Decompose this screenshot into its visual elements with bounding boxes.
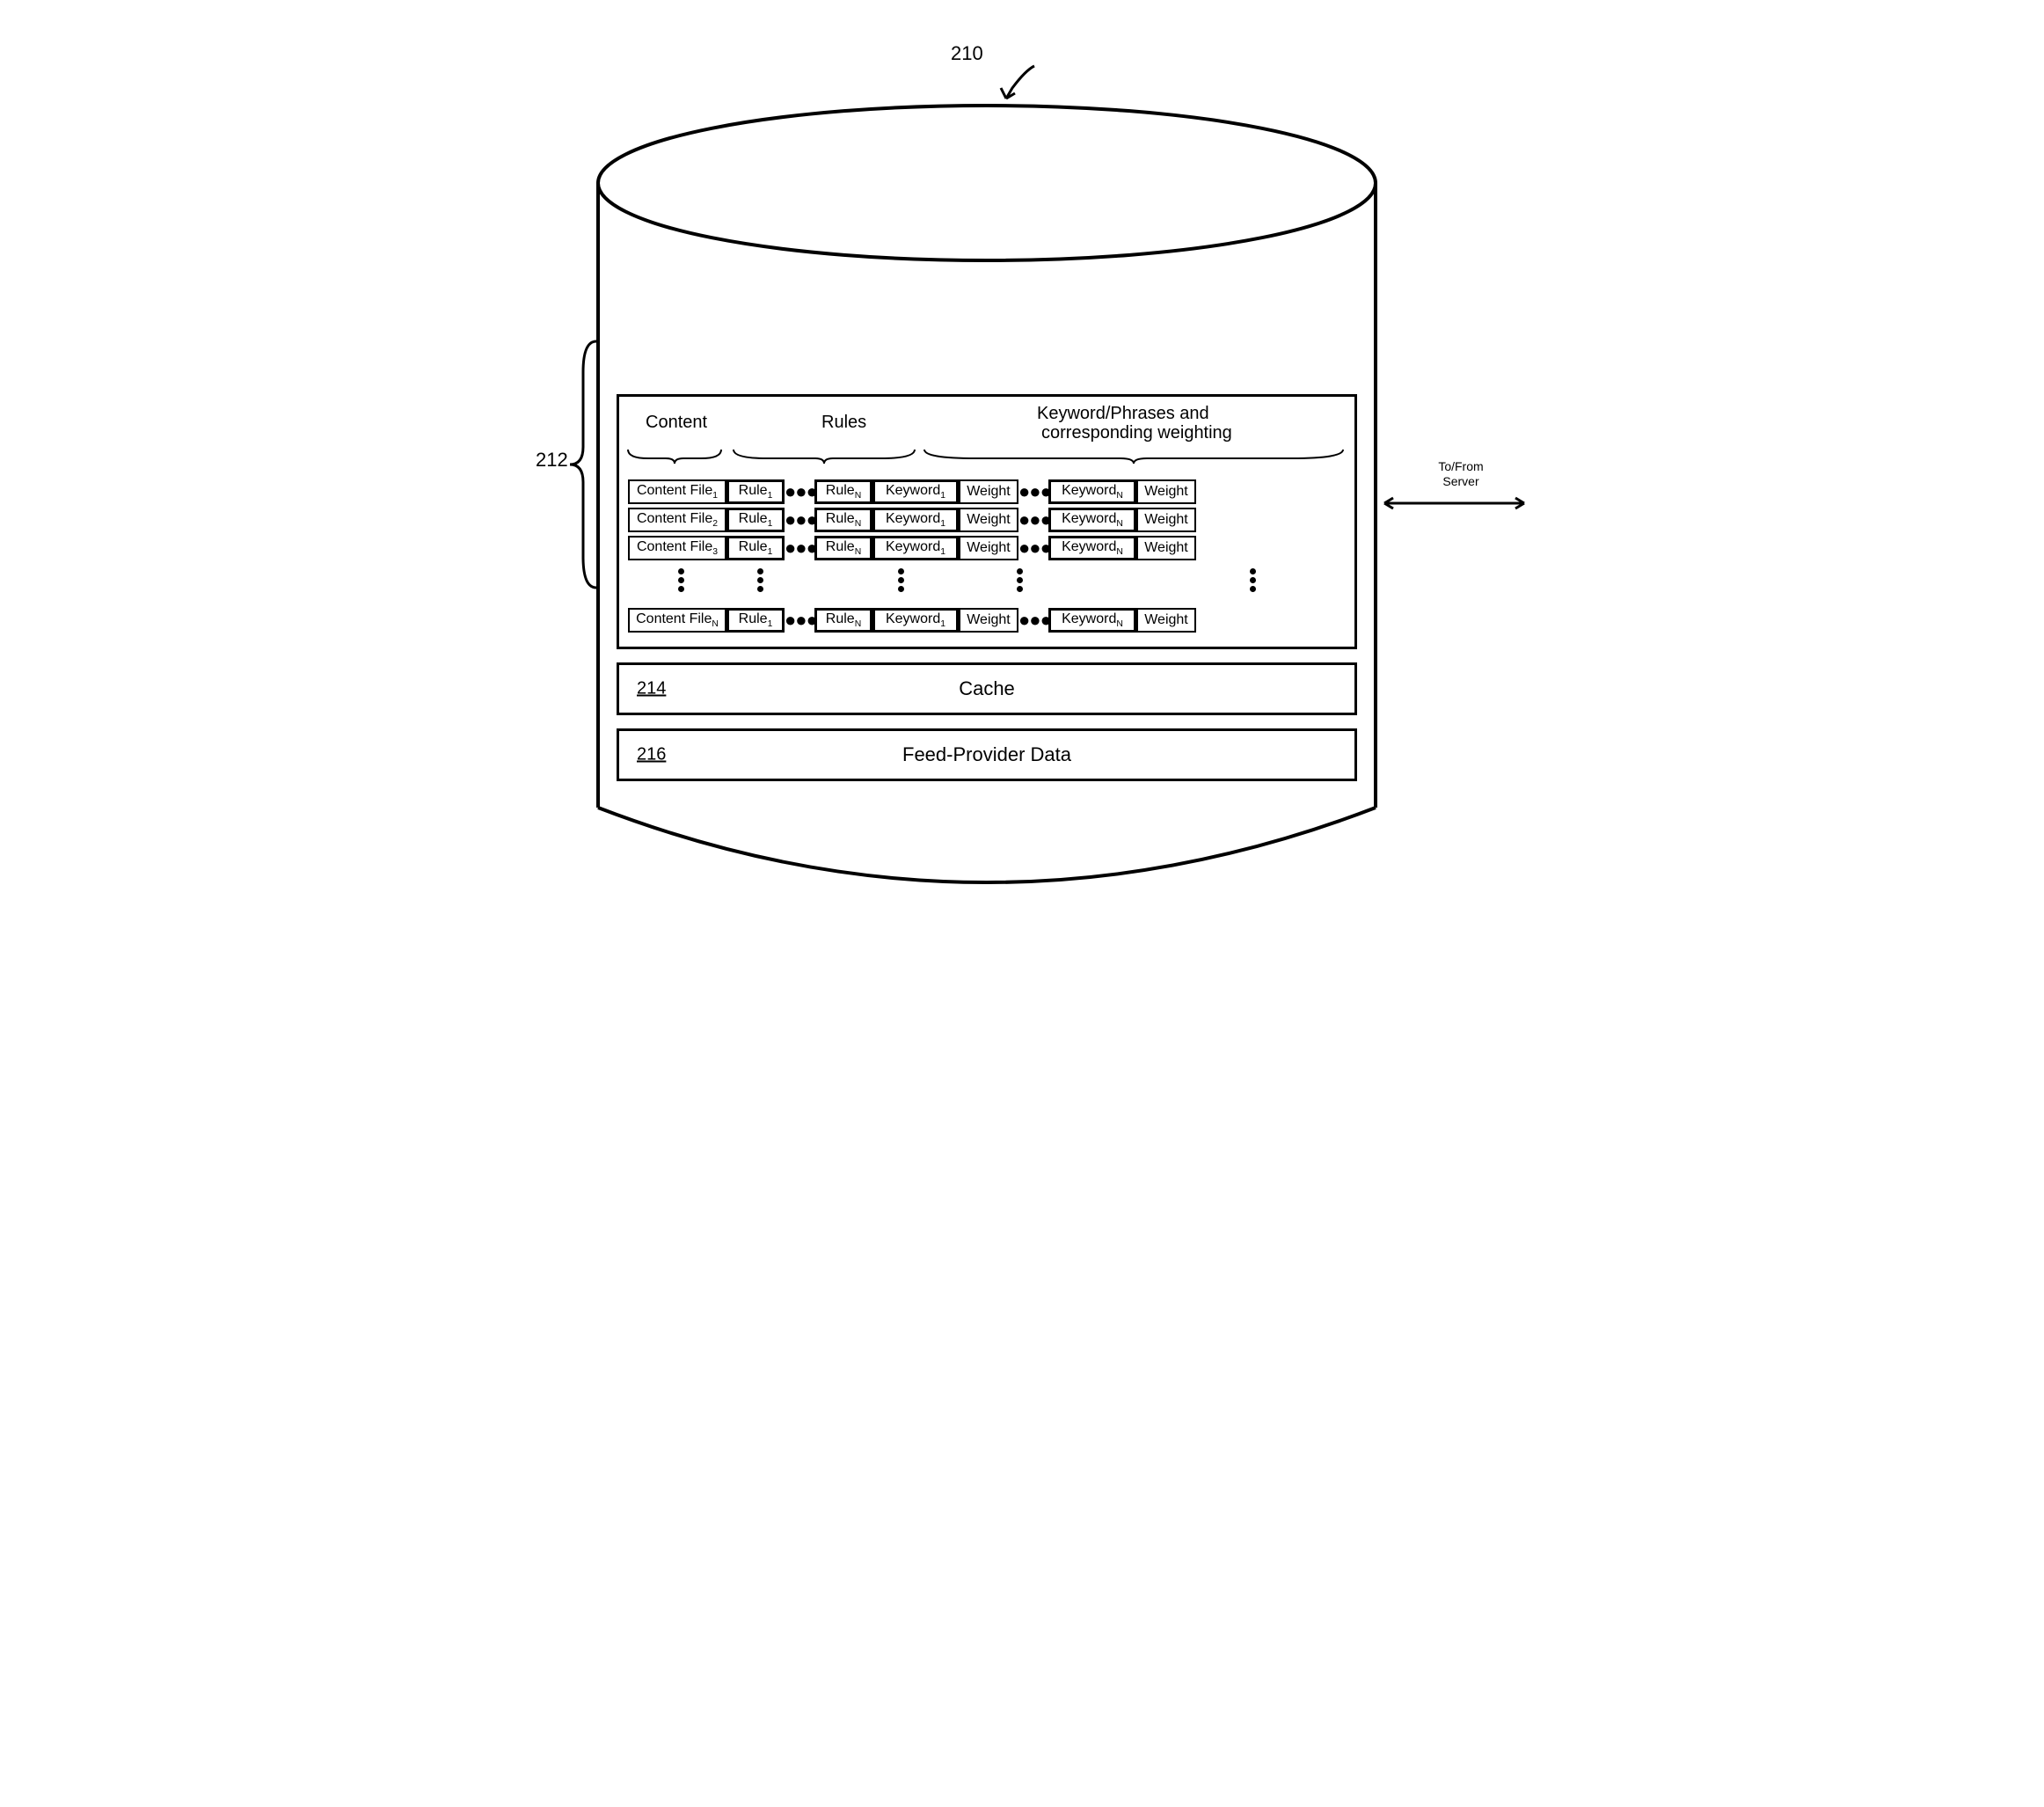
band-212: Content Rules Keyword/Phrases and corres… [617,394,1357,649]
cell-kw1: Keyword1 [872,608,959,633]
tofrom-server: To/From Server [1395,459,1527,489]
tofrom-line1: To/From [1395,459,1527,474]
ref-210: 210 [951,42,983,65]
cell-weight: Weight [1136,479,1196,504]
cell-rulen: RuleN [814,508,872,532]
brace-keywords [923,448,1345,465]
cell-kwn: KeywordN [1048,479,1136,504]
ref-212: 212 [536,449,568,472]
vdots-icon [1244,566,1261,595]
cell-rulen: RuleN [814,608,872,633]
dots-icon: ●●● [1018,609,1048,632]
label-feed-provider: Feed-Provider Data [902,743,1071,766]
brace-content [626,448,723,465]
brace-rules [732,448,916,465]
cell-content-file: Content File3 [628,536,726,560]
table-headers: Content Rules Keyword/Phrases and corres… [628,404,1346,446]
ref-214: 214 [637,679,666,699]
dots-icon: ●●● [785,537,814,560]
cell-content-file: Content File1 [628,479,726,504]
dots-icon: ●●● [1018,480,1048,503]
hdr-keywords-l1: Keyword/Phrases and [1037,404,1209,424]
dots-icon: ●●● [785,508,814,531]
dots-icon: ●●● [785,609,814,632]
table-row: Content FileN Rule1 ●●● RuleN Keyword1 W… [628,606,1346,634]
cell-weight: Weight [1136,536,1196,560]
label-cache: Cache [959,677,1015,700]
cell-rulen: RuleN [814,536,872,560]
cell-rule1: Rule1 [726,508,785,532]
cell-weight: Weight [959,608,1018,633]
hdr-content: Content [646,413,707,433]
cell-rulen: RuleN [814,479,872,504]
cell-kwn: KeywordN [1048,608,1136,633]
band-216: 216 Feed-Provider Data [617,728,1357,781]
double-arrow-icon [1377,494,1531,512]
cell-content-file: Content FileN [628,608,726,633]
cell-weight: Weight [959,479,1018,504]
tofrom-line2: Server [1395,474,1527,489]
cell-rule1: Rule1 [726,479,785,504]
cylinder-container: Content Rules Keyword/Phrases and corres… [590,99,1383,891]
dots-icon: ●●● [785,480,814,503]
table-row: Content File3 Rule1 ●●● RuleN Keyword1 W… [628,534,1346,562]
cell-weight: Weight [1136,508,1196,532]
cell-kw1: Keyword1 [872,536,959,560]
dots-icon: ●●● [1018,508,1048,531]
cell-weight: Weight [1136,608,1196,633]
ref-216: 216 [637,745,666,765]
vdots-icon [1011,566,1028,595]
vdots-icon [751,566,769,595]
table-row: Content File2 Rule1 ●●● RuleN Keyword1 W… [628,506,1346,534]
cell-content-file: Content File2 [628,508,726,532]
cell-weight: Weight [959,536,1018,560]
cell-weight: Weight [959,508,1018,532]
cell-kwn: KeywordN [1048,508,1136,532]
band-214: 214 Cache [617,662,1357,715]
hdr-keywords-l2: corresponding weighting [1041,423,1232,443]
cell-kwn: KeywordN [1048,536,1136,560]
vdots-icon [672,566,690,595]
cell-kw1: Keyword1 [872,479,959,504]
dots-icon: ●●● [1018,537,1048,560]
table-row: Content File1 Rule1 ●●● RuleN Keyword1 W… [628,478,1346,506]
brace-212 [566,337,601,592]
vdots-icon [892,566,909,595]
hdr-rules: Rules [821,413,866,433]
cell-rule1: Rule1 [726,608,785,633]
cell-kw1: Keyword1 [872,508,959,532]
cell-rule1: Rule1 [726,536,785,560]
diagram-canvas: 210 Content Rules Keyword/Phrases and co… [511,35,1533,939]
